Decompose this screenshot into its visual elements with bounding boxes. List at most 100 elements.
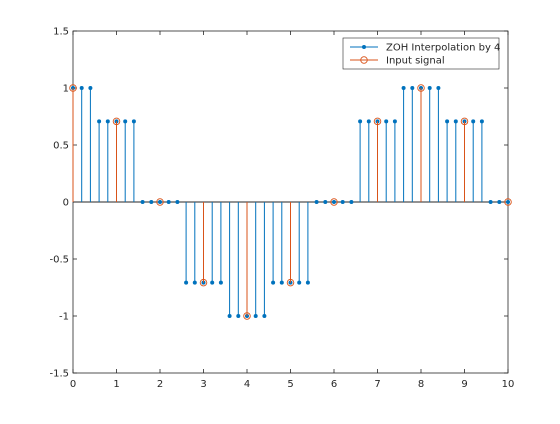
- zoh-stem: [192, 202, 197, 285]
- zoh-stem: [105, 119, 110, 202]
- input-stem: [243, 202, 251, 320]
- x-tick-label: 7: [374, 379, 380, 390]
- zoh-stem-marker: [436, 86, 441, 90]
- zoh-stem: [479, 119, 484, 202]
- zoh-stem-marker: [358, 119, 363, 124]
- zoh-stem-marker: [349, 200, 354, 204]
- zoh-stem: [323, 200, 328, 204]
- input-stem: [112, 117, 121, 202]
- zoh-stem: [158, 200, 162, 204]
- zoh-stem: [401, 86, 406, 202]
- x-tick-label: 0: [70, 379, 76, 390]
- zoh-stem: [366, 119, 371, 202]
- zoh-stem-marker: [97, 119, 102, 124]
- x-tick-label: 1: [113, 379, 119, 390]
- zoh-stem: [349, 200, 354, 204]
- zoh-stem-marker: [401, 86, 406, 90]
- zoh-stem-marker: [149, 200, 154, 204]
- input-stem: [417, 84, 425, 202]
- zoh-stem-marker: [271, 280, 276, 285]
- zoh-stem-marker: [140, 200, 145, 204]
- zoh-stem-marker: [105, 119, 110, 124]
- y-tick-label: -0.5: [49, 255, 69, 266]
- input-stem: [460, 117, 469, 202]
- legend-box: [342, 37, 500, 70]
- zoh-stem-marker: [479, 119, 484, 124]
- zoh-stem-marker: [210, 280, 215, 285]
- y-tick-label: 0: [63, 198, 69, 209]
- zoh-stem-marker: [158, 200, 162, 204]
- zoh-stem-marker: [410, 86, 415, 90]
- zoh-stem: [218, 202, 223, 285]
- zoh-stem: [340, 200, 345, 204]
- zoh-stem-marker: [88, 86, 93, 90]
- zoh-stem-marker: [506, 200, 510, 204]
- input-stem-marker: [460, 117, 469, 126]
- x-tick-label: 8: [418, 379, 424, 390]
- zoh-stem: [445, 119, 450, 202]
- zoh-stem-marker: [227, 314, 232, 318]
- zoh-stem-marker: [262, 314, 267, 318]
- zoh-stem: [271, 202, 276, 285]
- legend-label-zoh: ZOH Interpolation by 4: [386, 43, 500, 54]
- input-stem: [330, 198, 338, 206]
- zoh-stem: [497, 200, 502, 204]
- zoh-stem-marker: [323, 200, 328, 204]
- zoh-stem: [436, 86, 441, 202]
- input-stem-marker: [286, 278, 295, 287]
- legend: ZOH Interpolation by 4 Input signal: [342, 37, 500, 70]
- zoh-stem: [140, 200, 145, 204]
- zoh-stem: [471, 119, 476, 202]
- axis-ticks: 0 1 2 3 4 5 6 7 8 9 10 -1.5 -1 -0.5 0 0.5 1 1.5: [49, 27, 514, 391]
- zoh-stem: [253, 202, 258, 318]
- zoh-stem: [88, 86, 93, 202]
- zoh-stem-marker: [253, 314, 258, 318]
- zoh-stem: [332, 200, 336, 204]
- zoh-stem: [149, 200, 154, 204]
- zoh-stem-marker: [123, 119, 128, 124]
- x-tick-label: 5: [287, 379, 293, 390]
- zoh-stem: [279, 202, 284, 285]
- zoh-stem: [305, 202, 310, 285]
- legend-label-input: Input signal: [386, 56, 445, 67]
- zoh-stem: [227, 202, 232, 318]
- zoh-stem: [97, 119, 102, 202]
- zoh-stem-marker: [279, 280, 284, 285]
- zoh-stem: [175, 200, 180, 204]
- y-tick-label: -1: [59, 312, 69, 323]
- zoh-stem: [384, 119, 389, 202]
- zoh-stem: [184, 202, 189, 285]
- zoh-stem: [506, 200, 510, 204]
- zoh-stem-marker: [218, 280, 223, 285]
- input-stem: [199, 202, 208, 287]
- zoh-stem-marker: [471, 119, 476, 124]
- x-tick-label: 2: [157, 379, 163, 390]
- zoh-stem: [79, 86, 84, 202]
- y-tick-label: 0.5: [53, 141, 69, 152]
- input-stem-marker: [243, 312, 251, 320]
- zoh-stem-marker: [497, 200, 502, 204]
- y-tick-label: -1.5: [49, 369, 69, 380]
- legend-marker-zoh: [362, 45, 366, 49]
- input-stem: [373, 117, 382, 202]
- zoh-stem-marker: [192, 280, 197, 285]
- zoh-stem-marker: [445, 119, 450, 124]
- input-stem-marker: [156, 198, 164, 206]
- zoh-stem-marker: [175, 200, 180, 204]
- zoh-stem: [358, 119, 363, 202]
- input-stem-marker: [417, 84, 425, 92]
- stem-series: [69, 84, 512, 320]
- input-stem: [69, 84, 77, 202]
- zoh-stem: [123, 119, 128, 202]
- x-tick-label: 10: [502, 379, 515, 390]
- input-stem: [504, 198, 512, 206]
- input-stem-marker: [504, 198, 512, 206]
- zoh-stem-marker: [305, 280, 310, 285]
- zoh-stem-marker: [297, 280, 302, 285]
- input-stem: [156, 198, 164, 206]
- zoh-stem: [236, 202, 241, 318]
- zoh-stem: [453, 119, 458, 202]
- input-stem-marker: [112, 117, 121, 126]
